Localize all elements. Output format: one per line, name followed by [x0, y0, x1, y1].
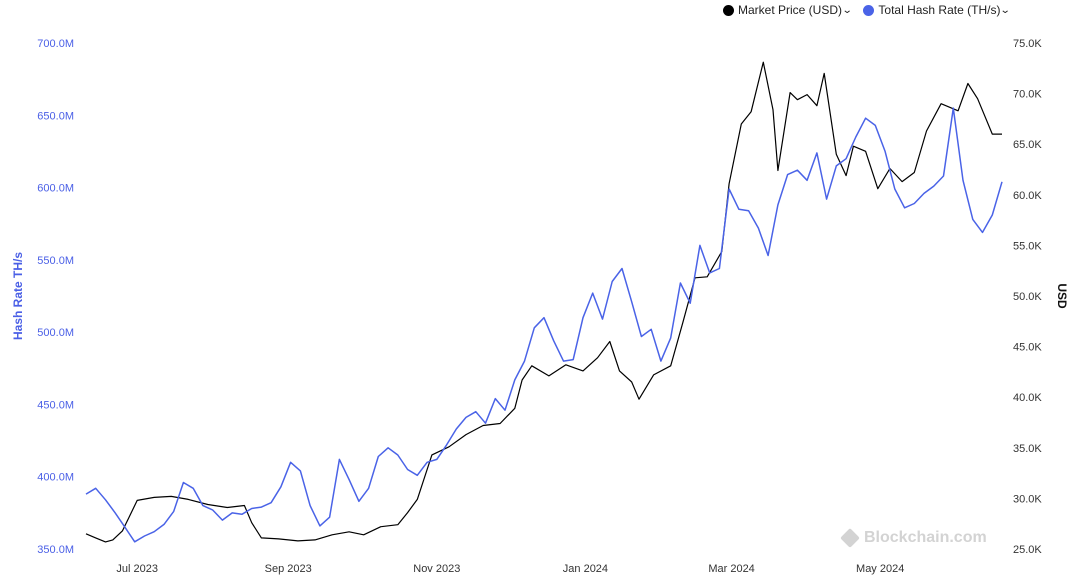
- x-tick-label: May 2024: [856, 563, 904, 575]
- x-tick-label: Jan 2024: [563, 563, 608, 575]
- x-tick-label: Mar 2024: [708, 563, 754, 575]
- market-price-line: [85, 61, 1002, 543]
- right-tick-label: 55.0K: [1013, 240, 1042, 252]
- left-tick-label: 400.0M: [37, 472, 74, 484]
- left-tick-label: 700.0M: [37, 38, 74, 50]
- right-tick-label: 25.0K: [1013, 544, 1042, 556]
- right-tick-label: 70.0K: [1013, 89, 1042, 101]
- right-tick-label: 75.0K: [1013, 38, 1042, 50]
- legend-item-hash-rate[interactable]: Total Hash Rate (TH/s) ⌄: [863, 3, 1012, 17]
- right-axis-title: USD: [1055, 283, 1067, 309]
- right-tick-label: 50.0K: [1013, 291, 1042, 303]
- legend-label-hash-rate: Total Hash Rate (TH/s): [878, 3, 1001, 17]
- left-tick-label: 650.0M: [37, 110, 74, 122]
- watermark-text: Blockchain.com: [864, 529, 987, 546]
- left-tick-label: 450.0M: [37, 399, 74, 411]
- market-price-dot-icon: [723, 4, 734, 16]
- x-axis-ticks: Jul 2023 Sep 2023 Nov 2023 Jan 2024 Mar 2024…: [116, 563, 904, 575]
- left-tick-label: 600.0M: [37, 183, 74, 195]
- right-tick-label: 65.0K: [1013, 139, 1042, 151]
- blockchain-logo-icon: [840, 528, 860, 548]
- legend-item-market-price[interactable]: Market Price (USD) ⌄: [723, 3, 853, 17]
- chevron-down-icon[interactable]: ⌄: [1000, 4, 1012, 16]
- right-tick-label: 30.0K: [1013, 493, 1042, 505]
- series-layer: [85, 61, 1003, 543]
- watermark: Blockchain.com: [840, 528, 987, 548]
- left-tick-label: 350.0M: [37, 544, 74, 556]
- left-tick-label: 550.0M: [37, 255, 74, 267]
- left-axis-title: Hash Rate TH/s: [11, 252, 25, 340]
- left-tick-label: 500.0M: [37, 327, 74, 339]
- x-tick-label: Sep 2023: [265, 563, 312, 575]
- chevron-down-icon[interactable]: ⌄: [841, 4, 853, 16]
- right-tick-label: 45.0K: [1013, 342, 1042, 354]
- legend-label-market-price: Market Price (USD): [738, 3, 843, 17]
- x-tick-label: Jul 2023: [116, 563, 158, 575]
- hash-rate-dot-icon: [863, 4, 875, 16]
- right-axis-ticks: 25.0K 30.0K 35.0K 40.0K 45.0K 50.0K 55.0K 60.0K…: [1013, 38, 1042, 556]
- legend: Market Price (USD) ⌄ Total Hash Rate (TH…: [723, 3, 1022, 17]
- hash-rate-line: [85, 107, 1003, 543]
- right-tick-label: 40.0K: [1013, 392, 1042, 404]
- right-tick-label: 35.0K: [1013, 443, 1042, 455]
- right-tick-label: 60.0K: [1013, 190, 1042, 202]
- x-tick-label: Nov 2023: [413, 563, 460, 575]
- left-axis-ticks: 350.0M 400.0M 450.0M 500.0M 550.0M 600.0M 650.…: [37, 38, 74, 556]
